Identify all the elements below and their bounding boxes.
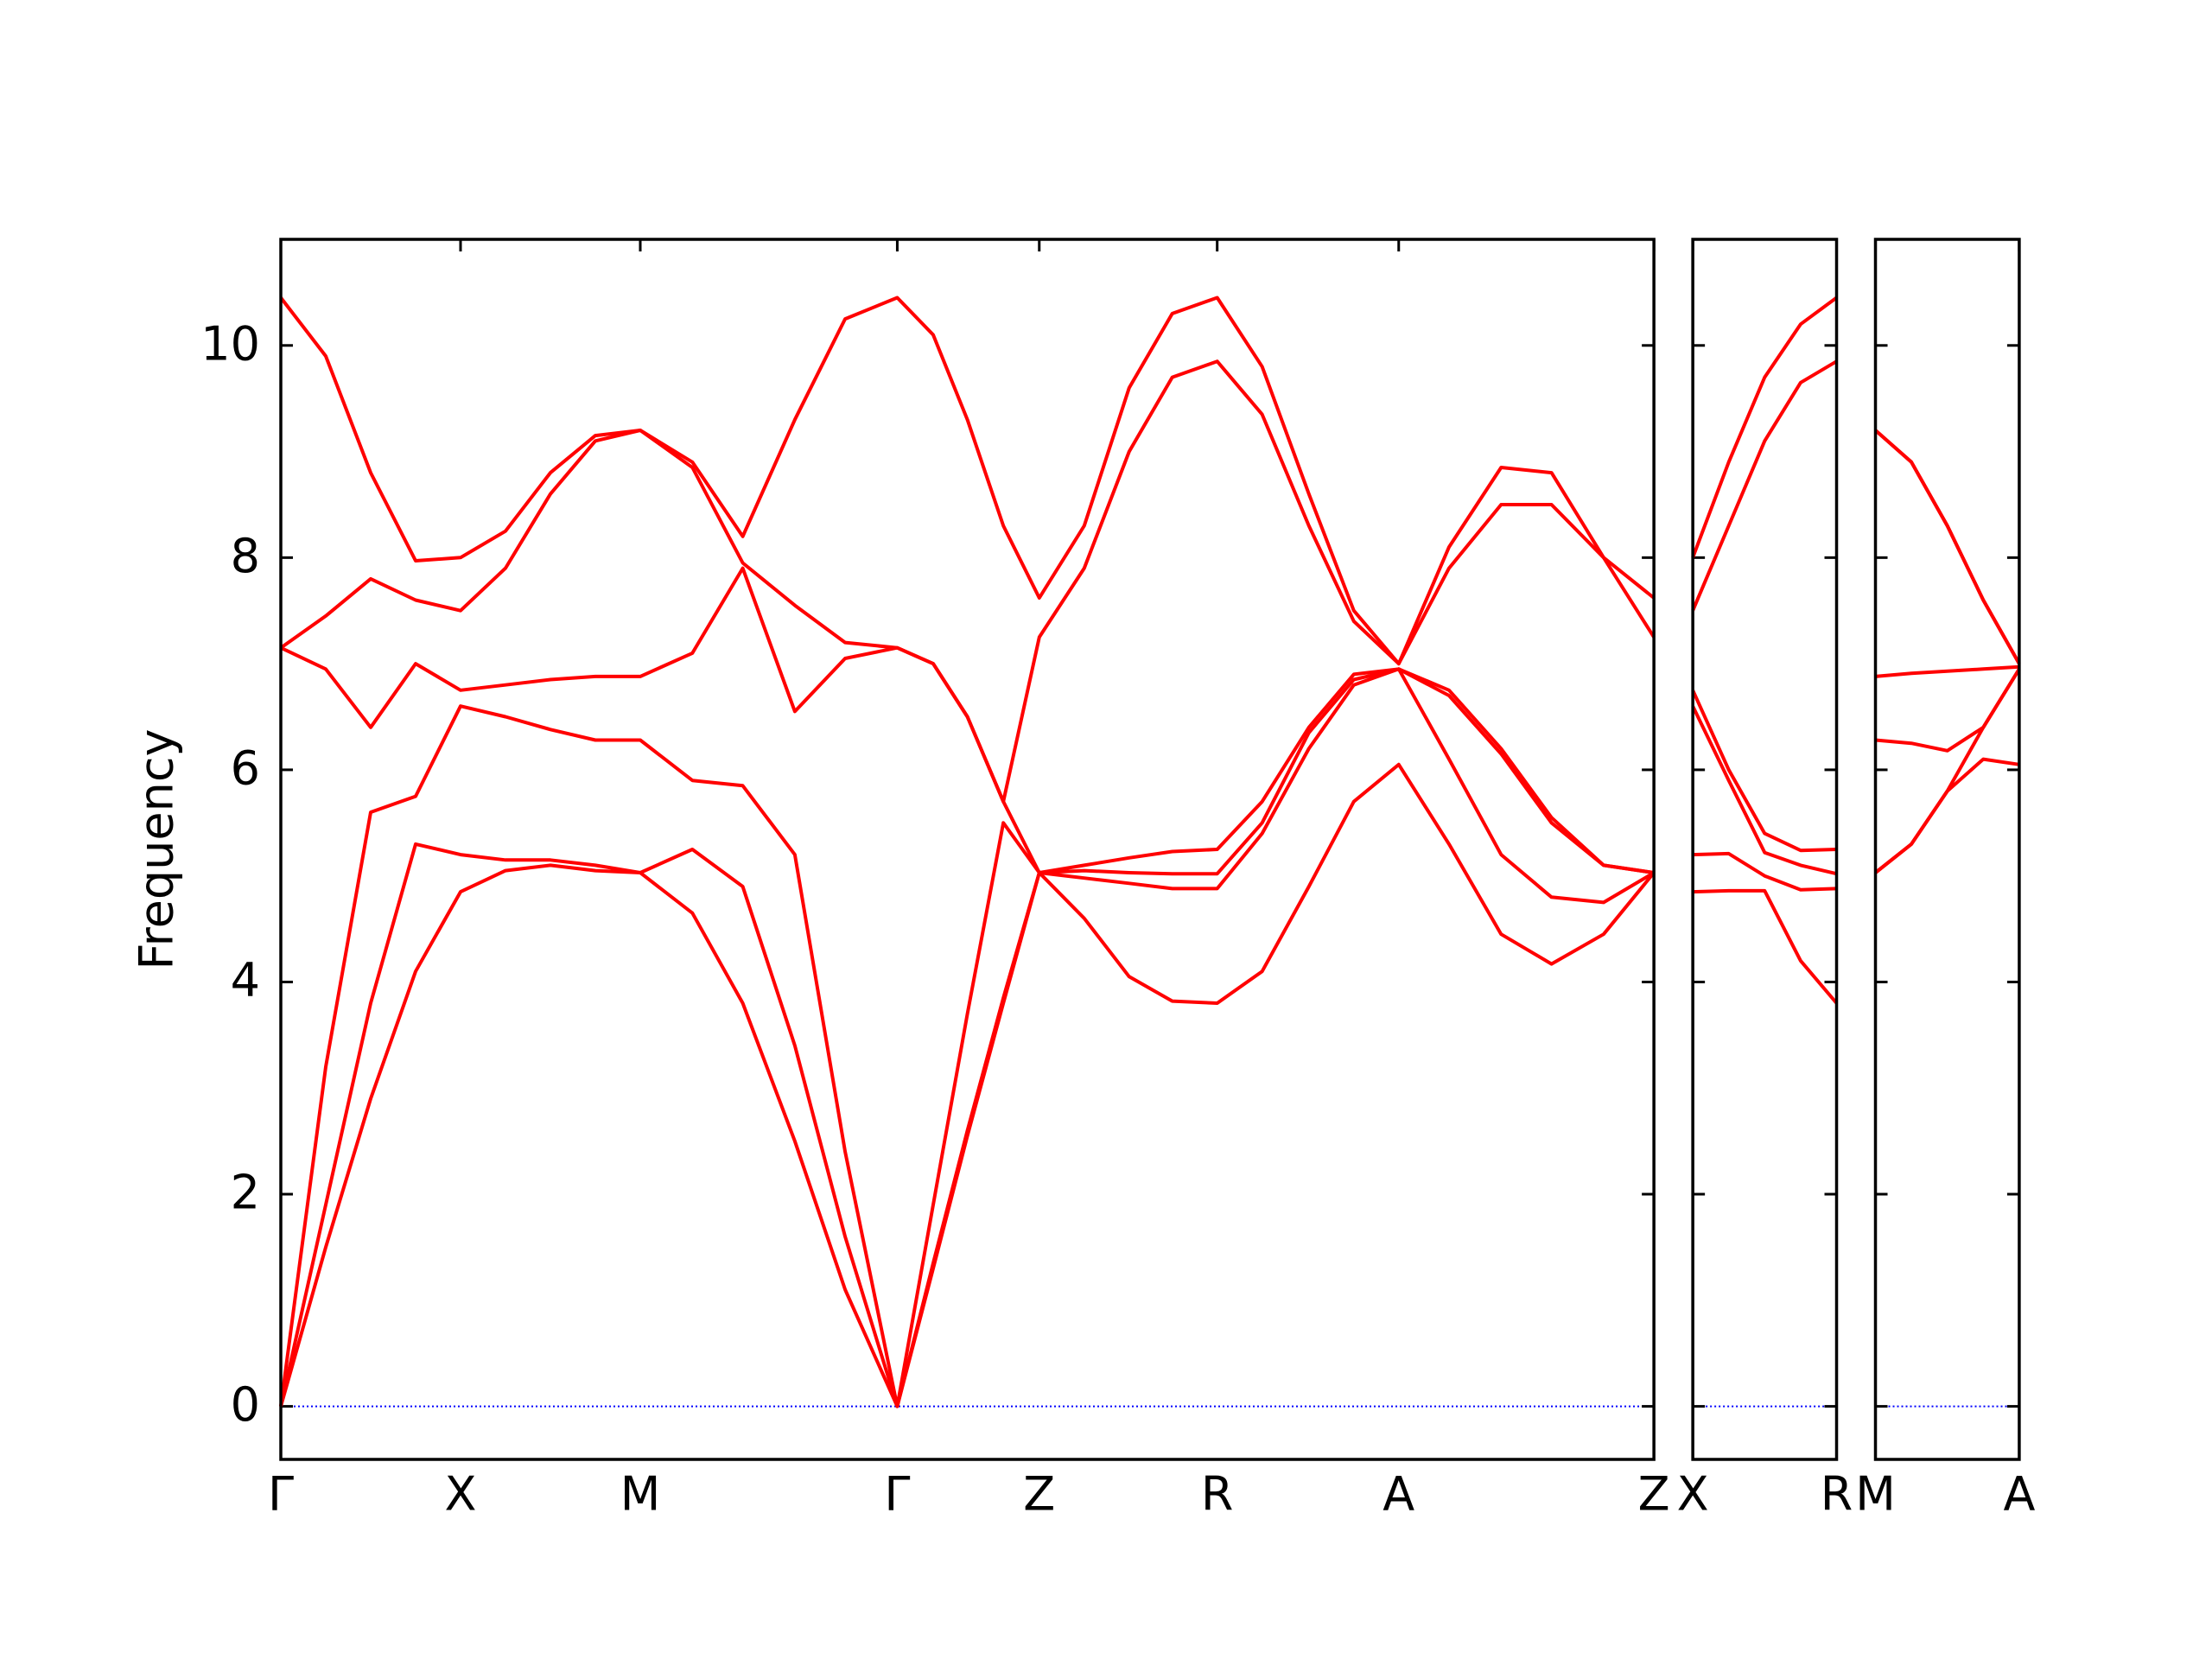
band-line [279, 296, 1656, 666]
band-line [279, 667, 1655, 1408]
x-tick-label: Γ [268, 1467, 294, 1522]
x-tick-label: X [445, 1467, 477, 1522]
band-line [279, 359, 1656, 804]
band-line [1875, 664, 2020, 678]
x-tick-label: R [1821, 1467, 1853, 1522]
band-line [1691, 705, 1837, 876]
y-tick-label: 6 [231, 741, 260, 796]
band-line [1874, 668, 2021, 874]
band-line [1874, 429, 2021, 665]
y-tick-label: 10 [200, 316, 260, 371]
band-line [279, 667, 1656, 1408]
x-tick-label: A [2003, 1467, 2035, 1522]
x-tick-label: Γ [884, 1467, 910, 1522]
band-line [279, 762, 1656, 1408]
y-axis-label: Frequency [130, 729, 184, 970]
plot-frame [1691, 238, 1839, 1461]
band-line [1693, 888, 1839, 1005]
x-tick-label: Z [1023, 1467, 1055, 1522]
band-line [1691, 689, 1837, 853]
y-tick-label: 2 [231, 1166, 260, 1220]
x-tick-label: A [1382, 1467, 1414, 1522]
x-tick-label: X [1677, 1467, 1709, 1522]
band-line [1691, 296, 1838, 559]
x-tick-label: R [1201, 1467, 1234, 1522]
band-line [1691, 359, 1838, 612]
x-tick-label: M [620, 1467, 661, 1522]
x-tick-label: M [1855, 1467, 1896, 1522]
y-tick-label: 0 [231, 1377, 260, 1432]
plot-frame [279, 238, 1656, 1461]
band-line [1693, 851, 1837, 892]
y-tick-label: 8 [231, 529, 260, 583]
band-line [1875, 668, 2021, 753]
y-tick-label: 4 [231, 953, 260, 1007]
x-tick-label: Z [1638, 1467, 1670, 1522]
plot-frame [1873, 238, 2021, 1461]
